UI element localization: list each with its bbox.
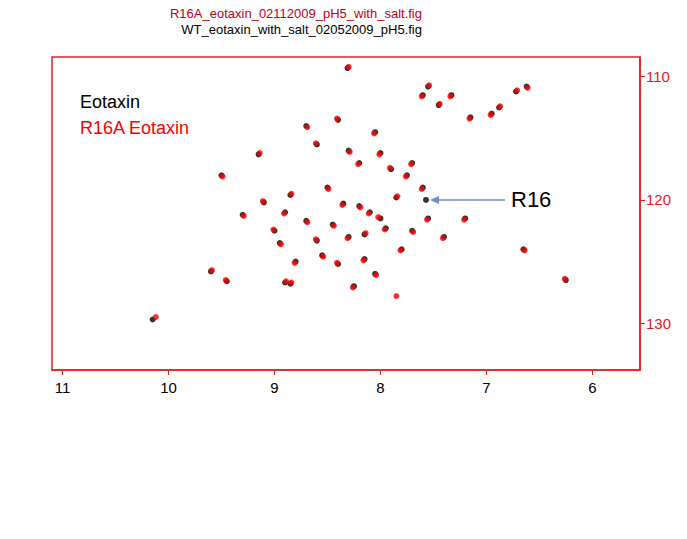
svg-text:120: 120 xyxy=(646,191,671,208)
svg-text:8: 8 xyxy=(376,379,384,396)
svg-text:9: 9 xyxy=(270,379,278,396)
svg-text:R16A Eotaxin: R16A Eotaxin xyxy=(80,118,189,138)
svg-text:130: 130 xyxy=(646,315,671,332)
svg-text:11: 11 xyxy=(55,379,71,396)
svg-text:Eotaxin: Eotaxin xyxy=(80,92,140,112)
svg-text:110: 110 xyxy=(646,68,670,85)
svg-text:R16: R16 xyxy=(511,187,551,212)
svg-text:7: 7 xyxy=(482,379,490,396)
svg-text:WT_eotaxin_with_salt_02052009_: WT_eotaxin_with_salt_02052009_pH5.fig xyxy=(181,22,422,37)
svg-text:6: 6 xyxy=(588,379,596,396)
svg-text:R16A_eotaxin_02112009_pH5_with: R16A_eotaxin_02112009_pH5_with_salt.fig xyxy=(170,6,422,21)
svg-text:10: 10 xyxy=(160,379,177,396)
